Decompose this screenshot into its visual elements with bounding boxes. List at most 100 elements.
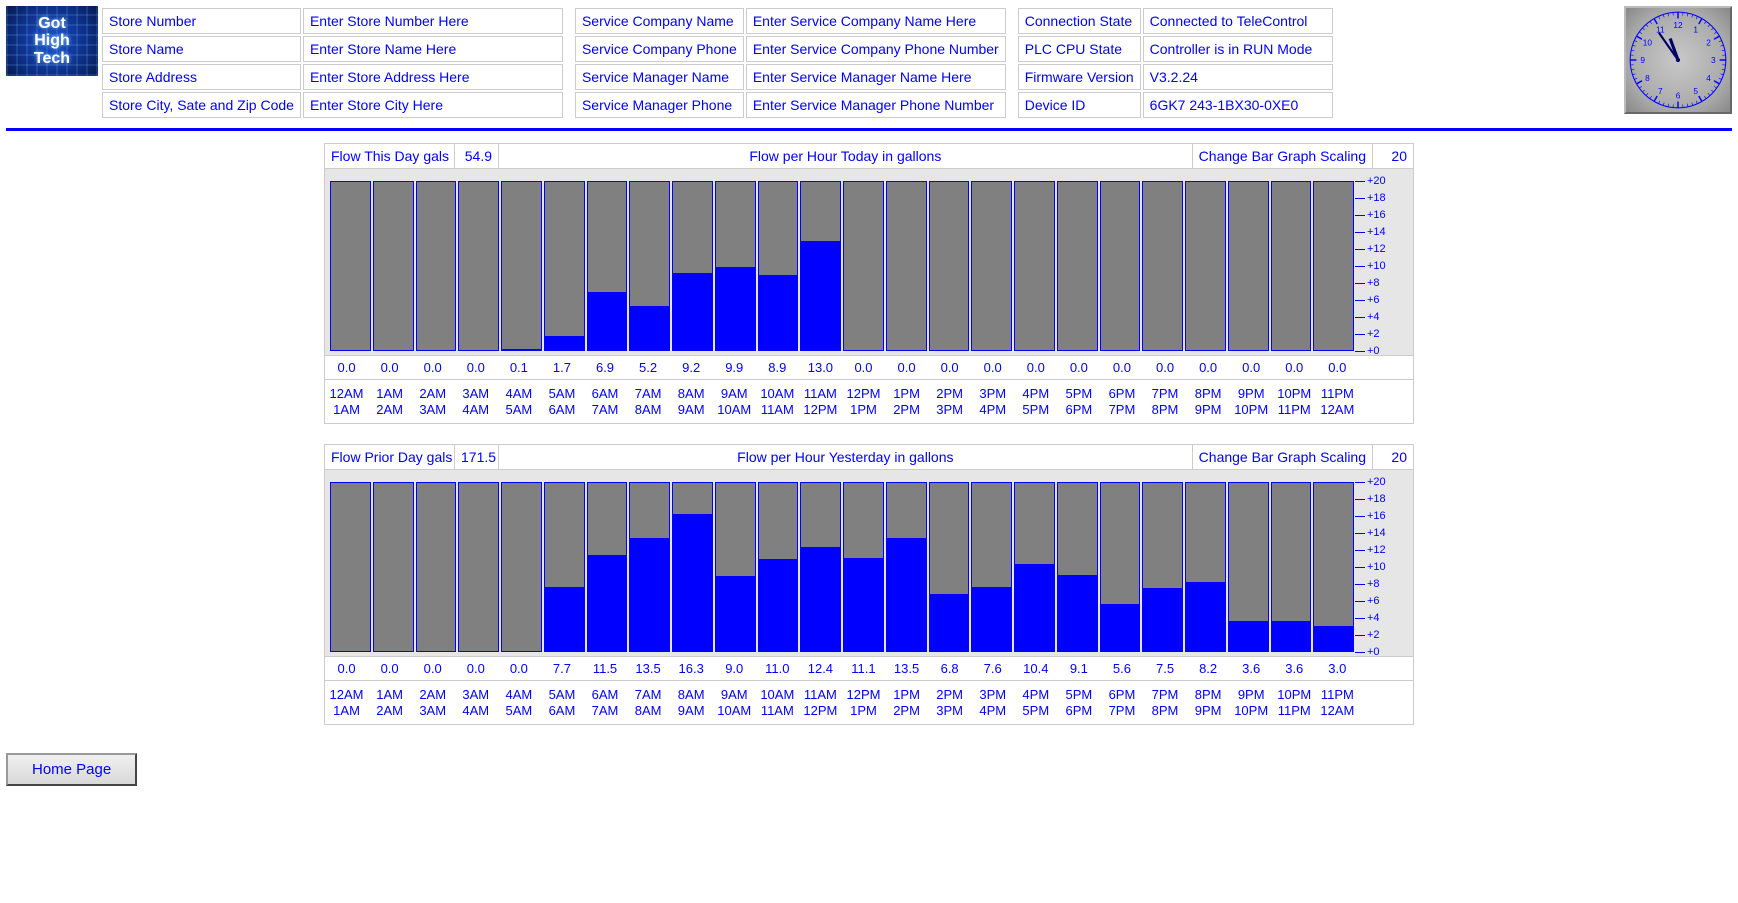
- store-info-table: Store NumberEnter Store Number HereStore…: [100, 6, 565, 120]
- chart-title: Flow per Hour Yesterday in gallons: [499, 445, 1193, 469]
- hour-label: 1AM2AM: [368, 681, 411, 724]
- bar-value: 0.0: [842, 356, 885, 379]
- info-label: Service Company Name: [575, 8, 744, 34]
- bar: [800, 482, 841, 652]
- info-value[interactable]: Connected to TeleControl: [1143, 8, 1333, 34]
- bar-value: 0.0: [411, 657, 454, 680]
- bar: [373, 482, 414, 652]
- info-value[interactable]: Enter Service Manager Phone Number: [746, 92, 1006, 118]
- hour-label: 9PM10PM: [1230, 681, 1273, 724]
- bar-value: 0.0: [325, 356, 368, 379]
- hour-label: 3PM4PM: [971, 681, 1014, 724]
- bar-value: 0.0: [1143, 356, 1186, 379]
- hour-label: 5AM6AM: [540, 681, 583, 724]
- bar: [1185, 181, 1226, 351]
- hour-label: 2AM3AM: [411, 380, 454, 423]
- info-value[interactable]: Enter Service Company Phone Number: [746, 36, 1006, 62]
- info-label: Firmware Version: [1018, 64, 1141, 90]
- chart-scale-label[interactable]: Change Bar Graph Scaling: [1193, 144, 1373, 168]
- bar: [373, 181, 414, 351]
- bar: [629, 181, 670, 351]
- hour-label: 3AM4AM: [454, 380, 497, 423]
- bar: [1014, 482, 1055, 652]
- hour-label: 1AM2AM: [368, 380, 411, 423]
- bar-value: 7.5: [1143, 657, 1186, 680]
- hour-label: 10AM11AM: [756, 681, 799, 724]
- svg-text:8: 8: [1645, 73, 1650, 83]
- bar-value: 0.0: [885, 356, 928, 379]
- bar-value: 0.0: [1187, 356, 1230, 379]
- bar-value: 0.0: [497, 657, 540, 680]
- bar-value: 0.0: [1230, 356, 1273, 379]
- device-info-table: Connection StateConnected to TeleControl…: [1016, 6, 1335, 120]
- bar: [1057, 482, 1098, 652]
- bar: [843, 482, 884, 652]
- home-page-button[interactable]: Home Page: [6, 753, 137, 786]
- hour-label: 4AM5AM: [497, 681, 540, 724]
- bar-value: 6.8: [928, 657, 971, 680]
- bar: [715, 482, 756, 652]
- info-value[interactable]: Enter Store Address Here: [303, 64, 563, 90]
- chart-today: Flow This Day gals54.9Flow per Hour Toda…: [324, 143, 1414, 424]
- info-value[interactable]: 6GK7 243-1BX30-0XE0: [1143, 92, 1333, 118]
- svg-text:5: 5: [1693, 86, 1698, 96]
- hour-label: 9AM10AM: [713, 681, 756, 724]
- bar-value: 0.0: [1316, 356, 1359, 379]
- bar-value: 0.0: [454, 356, 497, 379]
- info-label: Service Manager Name: [575, 64, 744, 90]
- bar: [929, 181, 970, 351]
- svg-text:7: 7: [1658, 86, 1663, 96]
- info-label: PLC CPU State: [1018, 36, 1141, 62]
- chart-scale-value[interactable]: 20: [1373, 445, 1413, 469]
- hour-label: 6PM7PM: [1100, 681, 1143, 724]
- svg-text:6: 6: [1676, 91, 1681, 101]
- bar-value: 3.6: [1230, 657, 1273, 680]
- bar-value: 0.0: [971, 356, 1014, 379]
- hour-label: 8AM9AM: [670, 681, 713, 724]
- info-label: Service Manager Phone: [575, 92, 744, 118]
- hour-label: 12AM1AM: [325, 380, 368, 423]
- hour-label: 2PM3PM: [928, 681, 971, 724]
- bar: [458, 482, 499, 652]
- hour-label: 8AM9AM: [670, 380, 713, 423]
- info-value[interactable]: Enter Store Number Here: [303, 8, 563, 34]
- hour-label: 6AM7AM: [583, 681, 626, 724]
- bar-value: 0.0: [1100, 356, 1143, 379]
- bar: [1313, 482, 1354, 652]
- svg-text:11: 11: [1656, 25, 1665, 35]
- info-value[interactable]: Enter Store Name Here: [303, 36, 563, 62]
- info-label: Connection State: [1018, 8, 1141, 34]
- hour-label: 10AM11AM: [756, 380, 799, 423]
- info-value[interactable]: Controller is in RUN Mode: [1143, 36, 1333, 62]
- bar: [416, 482, 457, 652]
- bar: [330, 181, 371, 351]
- hour-label: 5AM6AM: [540, 380, 583, 423]
- info-value[interactable]: Enter Service Manager Name Here: [746, 64, 1006, 90]
- bar: [971, 482, 1012, 652]
- bar: [843, 181, 884, 351]
- bar-value: 16.3: [670, 657, 713, 680]
- hour-label: 11AM12PM: [799, 380, 842, 423]
- info-value[interactable]: Enter Store City Here: [303, 92, 563, 118]
- bar: [1100, 482, 1141, 652]
- hour-label: 3PM4PM: [971, 380, 1014, 423]
- hour-label: 9AM10AM: [713, 380, 756, 423]
- info-value[interactable]: Enter Service Company Name Here: [746, 8, 1006, 34]
- chart-scale-label[interactable]: Change Bar Graph Scaling: [1193, 445, 1373, 469]
- bar-value: 6.9: [583, 356, 626, 379]
- bar: [758, 181, 799, 351]
- bar: [1228, 482, 1269, 652]
- bar-value: 9.1: [1057, 657, 1100, 680]
- bar: [715, 181, 756, 351]
- bar: [971, 181, 1012, 351]
- bar: [929, 482, 970, 652]
- info-value[interactable]: V3.2.24: [1143, 64, 1333, 90]
- bar-value: 11.0: [756, 657, 799, 680]
- bar: [1142, 482, 1183, 652]
- bar-value: 9.2: [670, 356, 713, 379]
- chart-total-label: Flow Prior Day gals: [325, 445, 455, 469]
- chart-scale-value[interactable]: 20: [1373, 144, 1413, 168]
- bar-value: 13.5: [885, 657, 928, 680]
- hour-label: 8PM9PM: [1187, 380, 1230, 423]
- hour-label: 10PM11PM: [1273, 681, 1316, 724]
